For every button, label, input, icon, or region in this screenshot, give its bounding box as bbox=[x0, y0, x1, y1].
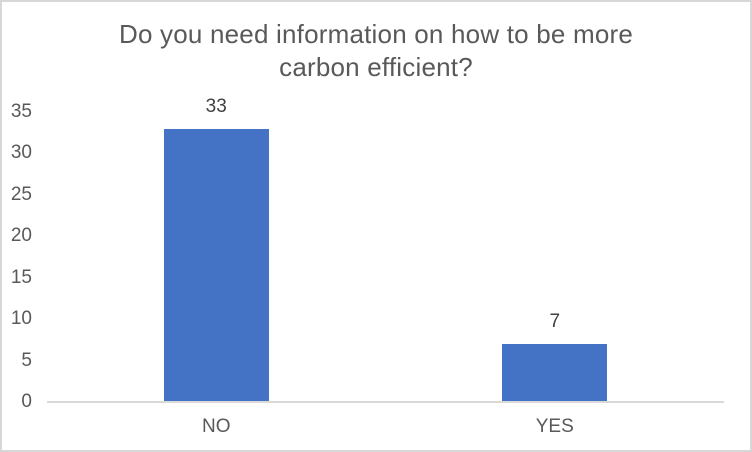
y-tick-label-20: 20 bbox=[10, 225, 32, 247]
y-tick-label-15: 15 bbox=[10, 266, 32, 288]
bar-no bbox=[163, 129, 269, 402]
bar-yes bbox=[502, 344, 608, 402]
category-label-yes: YES bbox=[535, 416, 574, 437]
category-label-no: NO bbox=[202, 416, 231, 437]
y-tick-label-10: 10 bbox=[10, 308, 32, 330]
y-tick-label-35: 35 bbox=[10, 101, 32, 122]
chart-title: Do you need information on how to be mor… bbox=[118, 19, 634, 82]
data-label-no: 33 bbox=[205, 96, 227, 117]
data-label-yes: 7 bbox=[549, 311, 561, 332]
y-tick-label-30: 30 bbox=[10, 142, 32, 164]
x-axis-line bbox=[47, 401, 724, 403]
y-tick-label-0: 0 bbox=[21, 391, 32, 412]
y-tick-label-5: 5 bbox=[21, 349, 32, 371]
y-tick-label-25: 25 bbox=[10, 183, 32, 205]
